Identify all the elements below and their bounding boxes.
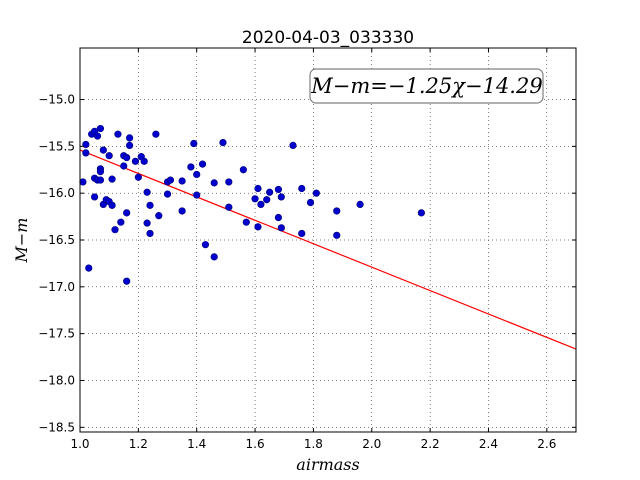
x-tick-label: 2.2	[421, 437, 440, 451]
data-point	[263, 196, 271, 204]
data-point	[123, 153, 131, 162]
data-point	[201, 241, 210, 249]
data-point	[333, 231, 341, 239]
data-point	[140, 157, 148, 165]
data-point	[356, 200, 364, 209]
data-point	[90, 193, 99, 201]
data-point	[146, 201, 154, 209]
x-tick-label: 1.4	[187, 437, 206, 451]
data-point	[123, 277, 131, 285]
y-tick-label: −15.0	[38, 93, 75, 107]
data-point	[257, 200, 265, 209]
data-point	[126, 134, 134, 142]
data-point	[166, 176, 175, 184]
fit-line	[79, 149, 577, 350]
x-tick-label: 1.8	[304, 437, 323, 451]
data-point	[117, 218, 125, 226]
x-tick-label: 1.0	[70, 437, 89, 451]
data-point	[114, 130, 122, 138]
data-point	[251, 195, 259, 203]
data-point	[193, 170, 201, 179]
data-point	[120, 162, 128, 170]
data-point	[111, 226, 119, 234]
data-point	[277, 224, 285, 232]
y-tick-label: −15.5	[38, 139, 75, 153]
fit-annotation-box: M−m=−1.25χ−14.29	[309, 68, 544, 104]
data-point	[242, 218, 250, 226]
data-point	[146, 229, 154, 238]
data-point	[143, 219, 151, 227]
data-point	[274, 185, 283, 194]
data-point	[131, 157, 140, 165]
data-point	[93, 132, 102, 140]
x-tick-label: 2.4	[479, 437, 498, 451]
data-point	[123, 209, 131, 217]
data-point	[274, 213, 283, 222]
x-tick-label: 1.2	[129, 437, 148, 451]
y-tick-label: −17.0	[38, 280, 75, 294]
y-axis-label: M−m	[12, 218, 31, 264]
data-point	[96, 168, 105, 176]
data-point	[108, 201, 116, 209]
fit-equation: M−m=−1.25χ−14.29	[310, 74, 542, 98]
data-point	[298, 229, 306, 238]
data-point	[134, 173, 142, 181]
data-point	[225, 203, 233, 211]
y-tick-label: −16.0	[38, 186, 75, 200]
grid	[79, 48, 576, 432]
data-point	[193, 191, 201, 199]
y-tick-label: −17.5	[38, 327, 75, 341]
data-point	[187, 163, 195, 171]
data-point	[266, 188, 274, 196]
data-point	[178, 177, 186, 185]
data-point	[143, 188, 151, 196]
y-tick-label: −18.5	[38, 420, 75, 434]
data-point	[79, 178, 87, 186]
data-point	[96, 176, 105, 184]
data-point	[333, 207, 341, 215]
x-axis-label: airmass	[296, 455, 359, 474]
data-point	[254, 223, 262, 231]
fit-line-group	[79, 149, 577, 350]
data-point	[210, 179, 218, 187]
data-point	[152, 130, 160, 138]
annotation-frame	[309, 68, 544, 104]
data-point	[108, 175, 116, 183]
data-point	[277, 193, 285, 201]
data-point	[298, 184, 306, 193]
data-points	[79, 124, 425, 285]
data-point	[198, 160, 207, 168]
data-point	[289, 141, 297, 150]
data-point	[155, 212, 163, 220]
x-tick-label: 2.6	[537, 437, 556, 451]
data-point	[96, 124, 105, 133]
data-point	[239, 166, 247, 174]
data-point	[178, 207, 186, 215]
data-point	[105, 152, 113, 160]
data-point	[163, 190, 172, 198]
data-point	[306, 198, 315, 207]
data-point	[82, 149, 90, 157]
data-point	[210, 253, 218, 261]
data-point	[126, 141, 134, 150]
data-point	[225, 178, 233, 186]
x-tick-label: 1.6	[246, 437, 265, 451]
data-point	[417, 209, 425, 217]
data-point	[190, 139, 198, 148]
data-point	[312, 189, 320, 197]
x-tick-label: 2.0	[362, 437, 381, 451]
data-point	[85, 264, 93, 272]
axis-ticks: 1.0 1.2 1.4 1.6 1.8 2.0 2.2 2.4 2.6 −15.0 −15.5 −16…	[38, 48, 576, 451]
data-point	[254, 184, 262, 193]
y-tick-label: −18.0	[38, 373, 75, 387]
chart-title: 2020-04-03_033330	[242, 28, 414, 48]
data-point	[99, 146, 107, 154]
data-point	[219, 138, 227, 147]
y-tick-label: −16.5	[38, 233, 75, 247]
data-point	[82, 140, 90, 149]
